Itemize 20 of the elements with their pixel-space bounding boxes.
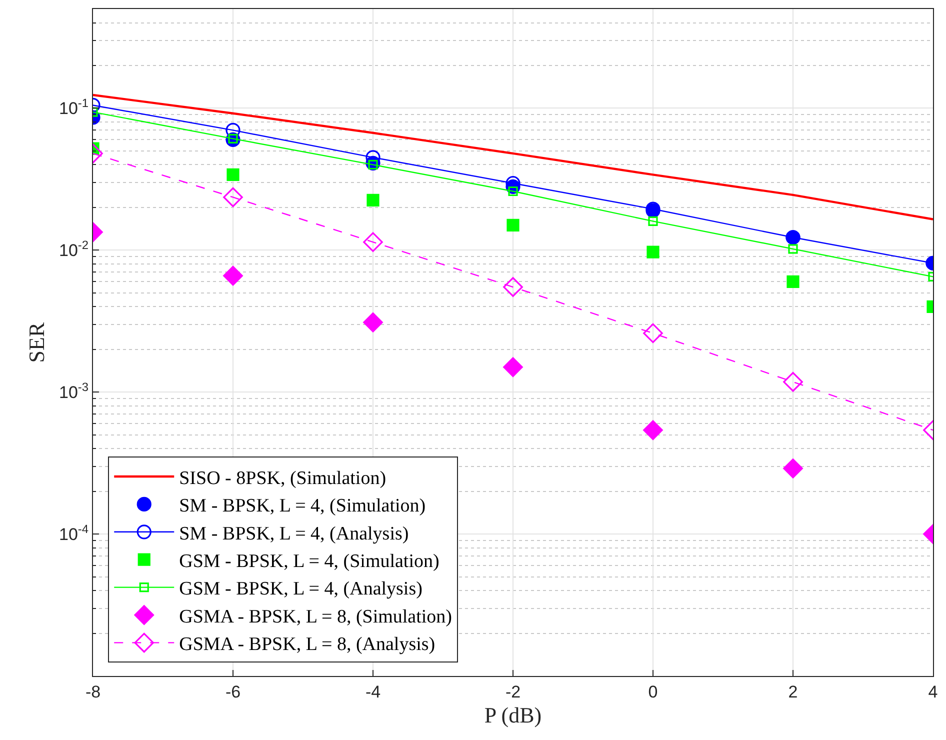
legend-label: SM - BPSK, L = 4, (Analysis) [179, 523, 409, 544]
x-tick-label: 4 [928, 682, 938, 702]
x-tick-label: -6 [225, 682, 241, 702]
y-tick-label: 10$^{-4}$ [59, 522, 89, 544]
legend-label: SM - BPSK, L = 4, (Simulation) [179, 496, 426, 517]
legend-label: SISO - 8PSK, (Simulation) [179, 468, 386, 489]
x-tick-label: 0 [648, 682, 658, 702]
legend-label: GSMA - BPSK, L = 8, (Simulation) [179, 606, 452, 628]
legend-label: GSM - BPSK, L = 4, (Analysis) [179, 578, 422, 600]
y-tick-label: 10$^{-1}$ [59, 96, 89, 118]
y-axis-title: SER [24, 322, 49, 363]
x-tick-label: -2 [505, 682, 521, 702]
x-axis-title: P (dB) [484, 702, 542, 728]
x-tick-label: -4 [365, 682, 381, 702]
y-tick-label: 10$^{-2}$ [59, 238, 89, 260]
legend-label: GSMA - BPSK, L = 8, (Analysis) [179, 634, 436, 656]
x-tick-label: 2 [788, 682, 798, 702]
legend-label: GSM - BPSK, L = 4, (Simulation) [179, 551, 440, 572]
x-tick-label: -8 [85, 682, 101, 702]
y-tick-label: 10$^{-3}$ [59, 380, 89, 402]
